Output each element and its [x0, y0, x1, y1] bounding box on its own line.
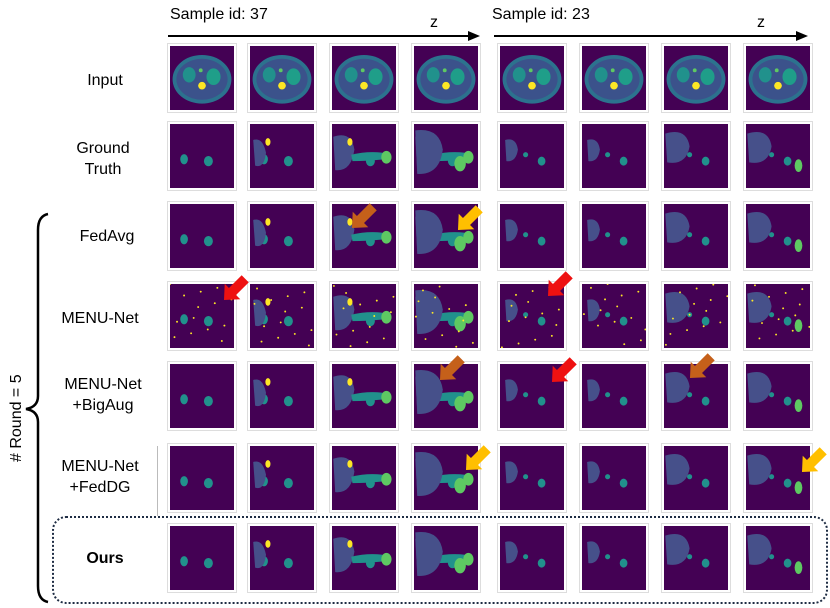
slice-menunet-bigaug-7 — [661, 361, 731, 431]
row-label-menunet-feddg: MENU-Net +FedDG — [61, 458, 139, 496]
slice-menunet-bigaug-4 — [411, 361, 481, 431]
slice-fedavg-5 — [497, 201, 567, 271]
sample-37-label: Sample id: 37 — [170, 6, 268, 23]
slice-ours-5 — [497, 523, 567, 593]
z-axis-arrows — [168, 31, 808, 41]
slice-ours-2 — [247, 523, 317, 593]
slice-ground-truth-3 — [329, 121, 399, 191]
slice-ours-6 — [579, 523, 649, 593]
slice-menunet-feddg-6 — [579, 443, 649, 513]
slice-menunet-feddg-8 — [743, 443, 813, 513]
slice-menunet-feddg-3 — [329, 443, 399, 513]
slice-ground-truth-5 — [497, 121, 567, 191]
slice-input-6 — [579, 43, 649, 113]
slice-input-7 — [661, 43, 731, 113]
slice-ours-1 — [167, 523, 237, 593]
slice-ours-4 — [411, 523, 481, 593]
slice-ground-truth-1 — [167, 121, 237, 191]
slice-menunet-feddg-7 — [661, 443, 731, 513]
slice-fedavg-2 — [247, 201, 317, 271]
slice-input-3 — [329, 43, 399, 113]
slice-menunet-bigaug-1 — [167, 361, 237, 431]
slice-menunet-6 — [579, 281, 649, 351]
round-label: # Round = 5 — [8, 374, 25, 462]
slice-ground-truth-6 — [579, 121, 649, 191]
slice-fedavg-3 — [329, 201, 399, 271]
slice-menunet-2 — [247, 281, 317, 351]
z-axis-label-2: z — [757, 14, 765, 31]
slice-input-1 — [167, 43, 237, 113]
slice-ground-truth-7 — [661, 121, 731, 191]
slice-menunet-7 — [661, 281, 731, 351]
slice-menunet-5 — [497, 281, 567, 351]
slice-menunet-feddg-1 — [167, 443, 237, 513]
slice-menunet-3 — [329, 281, 399, 351]
slice-menunet-8 — [743, 281, 813, 351]
slice-ground-truth-4 — [411, 121, 481, 191]
slice-input-8 — [743, 43, 813, 113]
slice-menunet-bigaug-2 — [247, 361, 317, 431]
slice-fedavg-8 — [743, 201, 813, 271]
slice-fedavg-7 — [661, 201, 731, 271]
row-label-menunet: MENU-Net — [61, 310, 139, 327]
slice-ours-8 — [743, 523, 813, 593]
separator-line — [157, 446, 158, 516]
round-bracket — [25, 212, 49, 604]
row-label-menunet-bigaug: MENU-Net +BigAug — [64, 376, 142, 414]
row-label-input: Input — [87, 72, 123, 89]
row-label-fedavg: FedAvg — [79, 228, 135, 245]
slice-ground-truth-2 — [247, 121, 317, 191]
slice-ground-truth-8 — [743, 121, 813, 191]
slice-input-4 — [411, 43, 481, 113]
slice-input-2 — [247, 43, 317, 113]
sample-23-label: Sample id: 23 — [492, 6, 590, 23]
slice-menunet-4 — [411, 281, 481, 351]
z-axis-label-1: z — [430, 14, 438, 31]
slice-menunet-feddg-5 — [497, 443, 567, 513]
slice-fedavg-6 — [579, 201, 649, 271]
slice-fedavg-4 — [411, 201, 481, 271]
slice-menunet-feddg-2 — [247, 443, 317, 513]
slice-input-5 — [497, 43, 567, 113]
slice-menunet-bigaug-8 — [743, 361, 813, 431]
slice-menunet-1 — [167, 281, 237, 351]
row-label-ground-truth: Ground Truth — [76, 140, 130, 178]
slice-fedavg-1 — [167, 201, 237, 271]
slice-menunet-bigaug-3 — [329, 361, 399, 431]
slice-menunet-bigaug-5 — [497, 361, 567, 431]
ours-highlight-box — [52, 516, 828, 604]
slice-menunet-bigaug-6 — [579, 361, 649, 431]
row-label-ours: Ours — [86, 550, 124, 567]
slice-ours-3 — [329, 523, 399, 593]
slice-menunet-feddg-4 — [411, 443, 481, 513]
slice-ours-7 — [661, 523, 731, 593]
